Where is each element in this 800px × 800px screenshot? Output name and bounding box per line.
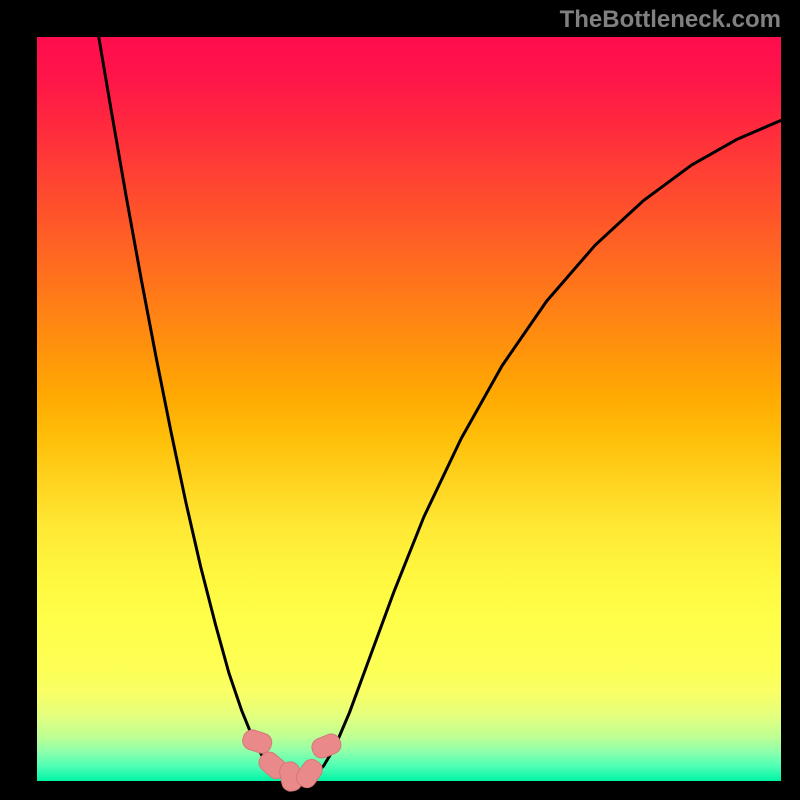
watermark-text: TheBottleneck.com	[560, 6, 781, 34]
gradient-background	[37, 37, 781, 781]
plot-svg	[37, 37, 781, 781]
